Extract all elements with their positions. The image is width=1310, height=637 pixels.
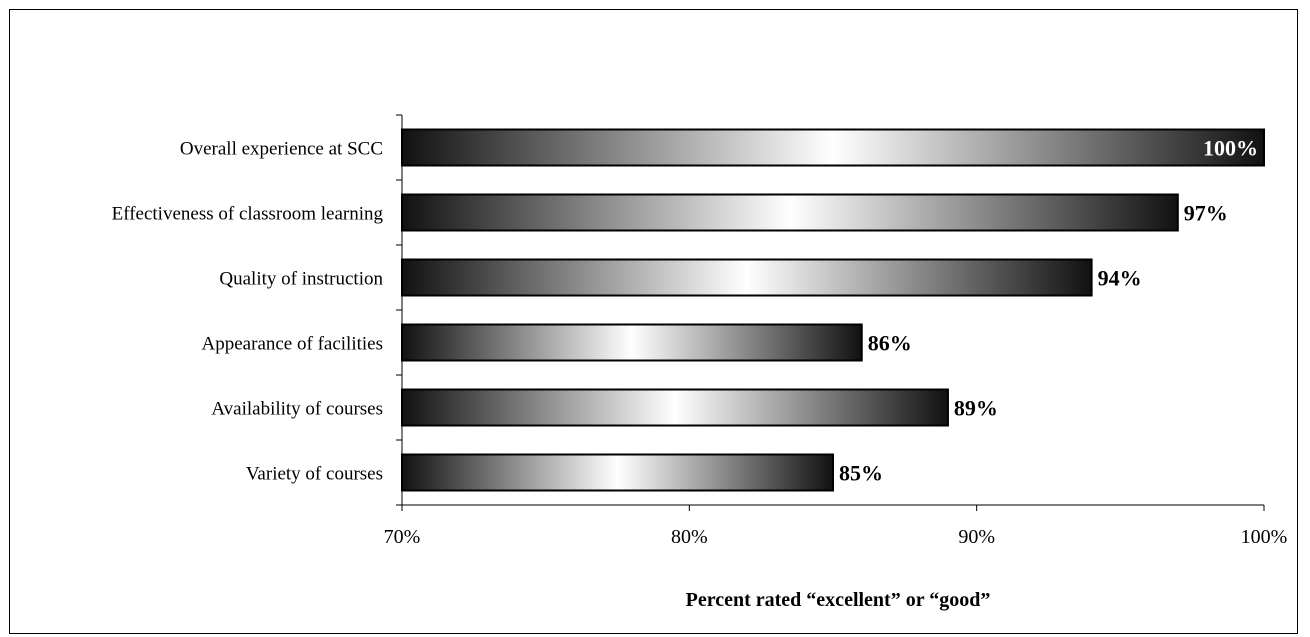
- bar: [401, 453, 834, 492]
- x-tick-label: 70%: [384, 526, 421, 548]
- category-label: Effectiveness of classroom learning: [112, 204, 384, 225]
- data-label: 100%: [1203, 136, 1258, 161]
- x-axis-title: Percent rated “excellent” or “good”: [686, 589, 991, 611]
- data-label: 97%: [1184, 201, 1228, 226]
- category-label: Variety of courses: [246, 464, 383, 485]
- x-tick-label: 80%: [671, 526, 708, 548]
- data-label: 85%: [839, 461, 883, 486]
- bar: [401, 258, 1093, 297]
- category-label: Appearance of facilities: [202, 334, 383, 355]
- bars: [401, 128, 1265, 492]
- labels: 70% 80% 90% 100% Overall experience at SCC 10…: [112, 136, 1288, 549]
- category-label: Quality of instruction: [219, 269, 383, 290]
- x-tick-label: 100%: [1241, 526, 1288, 548]
- data-label: 94%: [1098, 266, 1142, 291]
- chart-frame: [9, 9, 1298, 634]
- bar: [401, 323, 863, 362]
- axes: [396, 114, 1265, 511]
- bar: [401, 128, 1265, 167]
- category-label: Overall experience at SCC: [180, 139, 383, 160]
- x-tick-label: 90%: [958, 526, 995, 548]
- category-label: Availability of courses: [211, 399, 383, 420]
- bar: [401, 193, 1179, 232]
- data-label: 86%: [868, 331, 912, 356]
- data-label: 89%: [954, 396, 998, 421]
- bar: [401, 388, 949, 427]
